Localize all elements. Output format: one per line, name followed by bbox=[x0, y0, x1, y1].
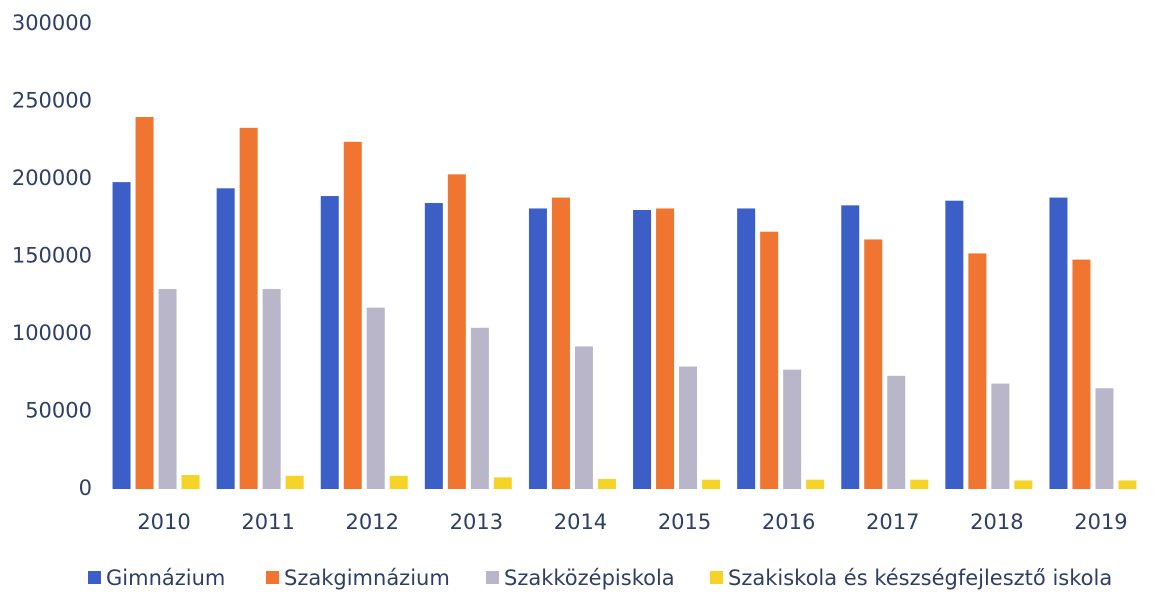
bar bbox=[135, 117, 154, 489]
bar bbox=[910, 479, 929, 489]
bar bbox=[158, 289, 177, 489]
bar bbox=[470, 327, 489, 489]
bar bbox=[320, 196, 339, 490]
bar bbox=[806, 479, 825, 489]
bar bbox=[181, 475, 200, 489]
y-tick-label: 50000 bbox=[25, 399, 92, 423]
x-tick-label: 2016 bbox=[762, 510, 815, 534]
legend-swatch bbox=[710, 571, 723, 584]
legend-label: Gimnázium bbox=[106, 566, 225, 590]
bar bbox=[112, 182, 131, 489]
bar bbox=[991, 383, 1010, 489]
bar bbox=[262, 289, 281, 489]
bar bbox=[366, 307, 385, 489]
x-tick-label: 2010 bbox=[137, 510, 190, 534]
bar bbox=[760, 231, 779, 489]
bar bbox=[945, 200, 964, 489]
bar bbox=[656, 208, 675, 489]
bar bbox=[1049, 197, 1068, 489]
x-tick-label: 2013 bbox=[450, 510, 503, 534]
bar bbox=[783, 369, 802, 489]
bar bbox=[551, 197, 570, 489]
x-tick-label: 2014 bbox=[554, 510, 607, 534]
x-tick-label: 2019 bbox=[1074, 510, 1127, 534]
bar bbox=[597, 478, 616, 489]
y-tick-label: 100000 bbox=[12, 321, 92, 345]
bar bbox=[841, 205, 860, 489]
bar bbox=[864, 239, 883, 489]
bar bbox=[737, 208, 756, 489]
legend-swatch bbox=[486, 571, 499, 584]
bar bbox=[679, 366, 698, 489]
x-tick-label: 2011 bbox=[241, 510, 294, 534]
bar bbox=[574, 346, 593, 489]
x-tick-label: 2012 bbox=[346, 510, 399, 534]
bar bbox=[1118, 480, 1137, 489]
y-tick-label: 150000 bbox=[12, 244, 92, 268]
legend-label: Szakiskola és készségfejlesztő iskola bbox=[728, 566, 1112, 590]
legend-swatch bbox=[88, 571, 101, 584]
bar bbox=[887, 375, 906, 489]
bar bbox=[633, 210, 652, 489]
legend-label: Szakgimnázium bbox=[284, 566, 450, 590]
y-tick-label: 0 bbox=[79, 476, 92, 500]
bar bbox=[447, 174, 466, 489]
bar bbox=[424, 203, 443, 489]
bar bbox=[285, 475, 304, 489]
bar bbox=[389, 475, 408, 489]
bar bbox=[1014, 480, 1033, 489]
bar bbox=[1072, 259, 1091, 489]
y-tick-label: 200000 bbox=[12, 166, 92, 190]
bar bbox=[968, 253, 987, 489]
legend-label: Szakközépiskola bbox=[504, 566, 675, 590]
bar bbox=[239, 127, 258, 489]
bar bbox=[1095, 388, 1114, 489]
bar bbox=[493, 477, 512, 489]
y-tick-label: 300000 bbox=[12, 11, 92, 35]
bar bbox=[702, 479, 721, 489]
x-tick-label: 2017 bbox=[866, 510, 919, 534]
y-tick-label: 250000 bbox=[12, 89, 92, 113]
bar bbox=[216, 188, 235, 490]
x-tick-label: 2018 bbox=[970, 510, 1023, 534]
bar bbox=[343, 141, 362, 490]
x-tick-label: 2015 bbox=[658, 510, 711, 534]
legend-swatch bbox=[266, 571, 279, 584]
bar bbox=[528, 208, 547, 489]
